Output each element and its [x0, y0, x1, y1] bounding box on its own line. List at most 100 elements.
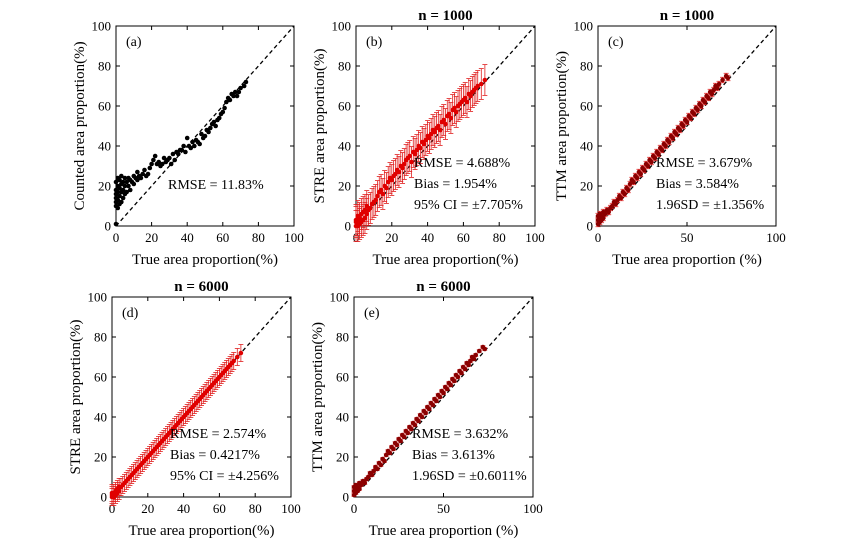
data-point: [681, 123, 686, 129]
annotation: 95% CI = ±7.705%: [414, 198, 523, 213]
data-point: [451, 378, 457, 384]
reference-line-1to1: [115, 25, 295, 227]
y-tick-label: 20: [338, 179, 351, 194]
data-point: [443, 121, 448, 127]
data-point: [231, 358, 237, 364]
y-axis-label: STRE area proportion(%): [312, 49, 328, 204]
data-point: [444, 386, 450, 392]
y-tick-label: 100: [92, 19, 112, 34]
x-tick-label: 60: [457, 230, 470, 245]
y-tick-label: 0: [587, 219, 594, 234]
data-point: [405, 430, 411, 436]
data-point: [471, 356, 477, 362]
data-point: [400, 165, 405, 171]
plot-frame: [111, 296, 292, 498]
data-point: [161, 155, 167, 161]
annotation: RMSE = 3.679%: [656, 156, 753, 171]
data-point: [408, 426, 414, 432]
panel-label: (c): [608, 35, 624, 50]
data-point: [362, 207, 368, 213]
x-tick-label: 20: [385, 230, 398, 245]
data-point: [138, 175, 144, 181]
data-point: [625, 187, 631, 193]
data-point: [227, 97, 233, 103]
annotation: Bias = 3.584%: [656, 177, 739, 192]
data-point: [453, 109, 459, 115]
y-tick-label: 100: [332, 19, 352, 34]
data-point: [462, 95, 468, 101]
data-point: [446, 111, 452, 117]
data-point: [396, 169, 402, 175]
panel-title: n = 6000: [416, 279, 470, 295]
panel-1: 0 20 40 60 80 100 0 20 40 60 80 100 (a) True area pro…: [72, 19, 304, 269]
data-point: [188, 145, 194, 151]
data-point: [638, 171, 644, 177]
annotation: Bias = 1.954%: [414, 177, 497, 192]
data-point: [120, 179, 126, 185]
data-point: [418, 145, 423, 151]
x-tick-label: 0: [113, 230, 120, 245]
x-axis-label: True area proportion(%): [132, 252, 278, 268]
data-point: [670, 135, 676, 141]
data-point: [113, 221, 119, 227]
x-tick-label: 0: [595, 230, 602, 245]
data-point: [190, 139, 195, 145]
data-point: [368, 205, 373, 211]
annotation: RMSE = 11.83%: [168, 178, 264, 193]
data-point: [120, 195, 126, 201]
x-tick-label: 40: [421, 230, 434, 245]
x-tick-label: 50: [437, 501, 450, 516]
data-point: [369, 472, 375, 478]
annotation: 1.96SD = ±0.6011%: [412, 469, 527, 484]
data-point: [374, 466, 380, 472]
x-tick-label: 100: [284, 230, 304, 245]
data-point: [649, 159, 654, 165]
data-point: [213, 123, 218, 129]
y-tick-label: 0: [105, 219, 112, 234]
y-axis-label: TTM area proportion(%): [310, 322, 326, 472]
data-point: [115, 205, 121, 211]
data-point: [124, 189, 129, 195]
x-axis-label: True area proportion(%): [128, 523, 274, 539]
data-point: [371, 468, 376, 474]
x-tick-label: 60: [216, 230, 229, 245]
data-point: [243, 79, 249, 85]
panel-label: (d): [122, 306, 139, 321]
data-point: [145, 171, 151, 177]
x-tick-label: 80: [252, 230, 265, 245]
data-point: [441, 390, 446, 396]
data-point: [452, 105, 457, 111]
data-point: [115, 197, 121, 203]
data-point: [238, 350, 244, 356]
data-point: [482, 77, 488, 83]
y-tick-label: 60: [94, 370, 107, 385]
y-tick-label: 100: [88, 290, 108, 305]
data-point: [124, 179, 129, 185]
data-point: [394, 442, 400, 448]
data-point: [468, 358, 473, 364]
data-point: [468, 93, 473, 99]
data-point: [477, 348, 482, 354]
panel-label: (b): [366, 35, 383, 50]
data-point: [412, 422, 418, 428]
annotation: RMSE = 3.632%: [412, 427, 509, 442]
data-point: [479, 81, 484, 87]
panel-3: 0 50 100 0 20 40 60 80 100 (c) n = 1000 True area p…: [554, 8, 786, 268]
data-point: [126, 183, 131, 189]
data-point: [434, 398, 439, 404]
data-point: [181, 143, 186, 149]
data-point: [656, 151, 661, 157]
data-point: [220, 109, 226, 115]
y-tick-label: 40: [580, 139, 593, 154]
x-tick-label: 100: [766, 230, 786, 245]
x-tick-label: 20: [145, 230, 158, 245]
y-tick-label: 80: [580, 59, 593, 74]
data-point: [402, 161, 407, 167]
data-point: [466, 362, 471, 368]
data-point: [362, 480, 368, 486]
data-point: [192, 143, 197, 149]
data-point: [709, 91, 715, 97]
data-point: [117, 193, 122, 199]
y-tick-label: 20: [94, 450, 107, 465]
